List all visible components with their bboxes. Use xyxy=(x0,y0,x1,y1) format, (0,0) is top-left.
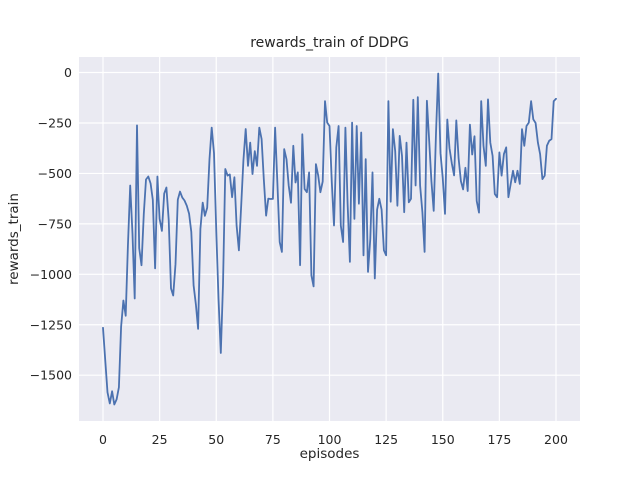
y-tick-label: −1500 xyxy=(30,368,72,383)
rewards-train-line xyxy=(102,72,557,406)
x-tick-label: 200 xyxy=(544,432,568,447)
x-tick-label: 100 xyxy=(318,432,342,447)
x-tick-label: 125 xyxy=(374,432,398,447)
y-tick-label: 0 xyxy=(64,65,72,80)
y-tick-label: −1250 xyxy=(30,317,72,332)
x-tick-label: 25 xyxy=(152,432,168,447)
x-tick-label: 150 xyxy=(431,432,455,447)
x-tick-label: 0 xyxy=(99,432,107,447)
y-axis-label: rewards_train xyxy=(6,193,22,285)
x-tick-label: 75 xyxy=(265,432,281,447)
y-tick-label: −750 xyxy=(38,216,72,231)
y-tick-label: −1000 xyxy=(30,267,72,282)
y-tick-label: −250 xyxy=(38,115,72,130)
y-tick-label: −500 xyxy=(38,166,72,181)
x-tick-label: 50 xyxy=(208,432,224,447)
chart-title: rewards_train of DDPG xyxy=(250,35,409,51)
x-tick-label: 175 xyxy=(487,432,511,447)
x-axis-label: episodes xyxy=(299,446,360,462)
